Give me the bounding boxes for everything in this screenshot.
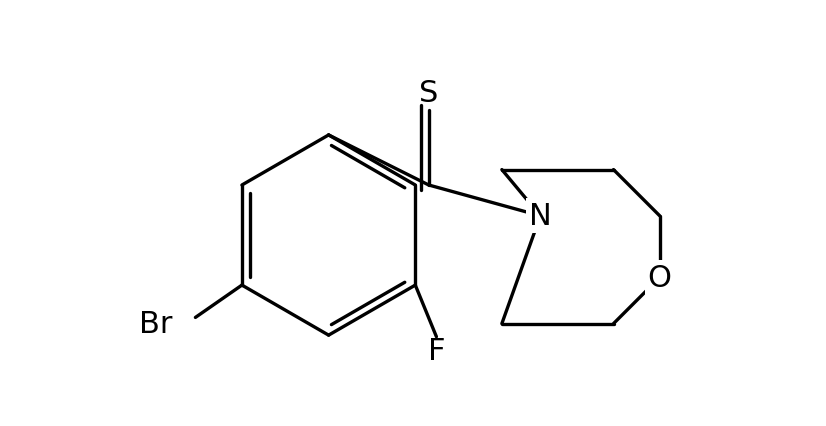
Text: F: F (428, 336, 445, 365)
Text: S: S (419, 79, 439, 108)
Text: N: N (529, 202, 552, 231)
Text: Br: Br (139, 309, 172, 338)
Text: O: O (648, 263, 672, 292)
